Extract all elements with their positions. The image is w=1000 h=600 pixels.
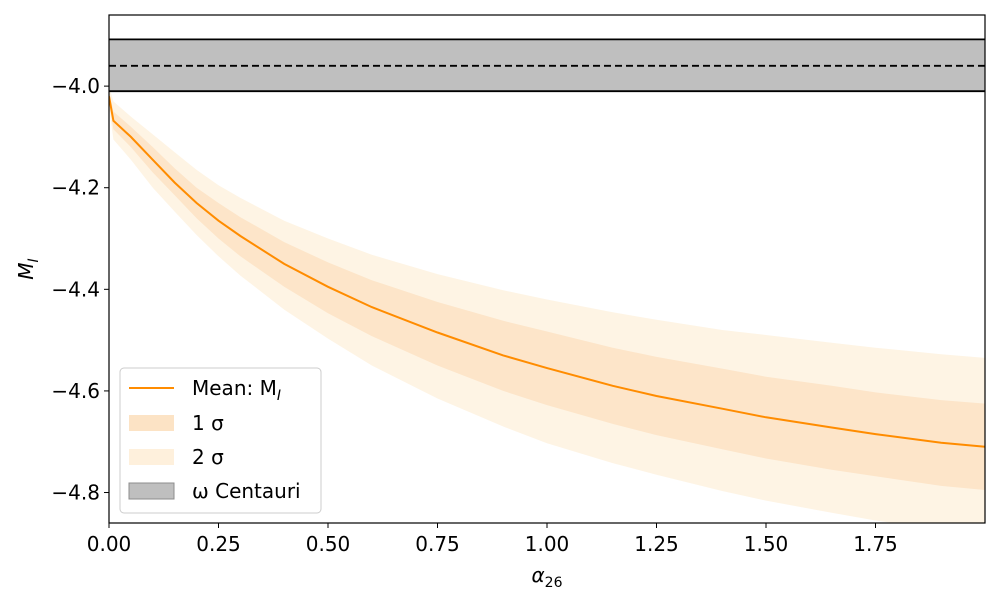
legend-frame	[119, 367, 322, 514]
y-tick-label: −4.0	[51, 74, 100, 98]
omega-band-fill	[109, 39, 985, 92]
x-tick-label: 0.50	[306, 532, 351, 556]
x-tick-label: 0.00	[87, 532, 132, 556]
y-tick-label: −4.4	[51, 277, 100, 301]
legend-label-mean-main: Mean: M	[192, 376, 277, 400]
legend-label-1sigma: 1 σ	[192, 411, 224, 435]
legend-label-mean: Mean: MI	[192, 376, 281, 404]
y-axis-label-sub: I	[26, 258, 42, 262]
y-tick-label: −4.2	[51, 176, 100, 200]
band-1sigma	[109, 91, 985, 490]
legend-label-2sigma: 2 σ	[192, 445, 224, 469]
y-tick-label: −4.8	[51, 481, 100, 505]
x-tick-label: 0.25	[196, 532, 241, 556]
legend-swatch-2sigma	[129, 449, 174, 465]
x-axis-label-sub: 26	[545, 575, 563, 591]
x-tick-label: 1.25	[634, 532, 679, 556]
legend-swatch-omega	[128, 482, 175, 500]
x-tick-label: 0.75	[415, 532, 460, 556]
legend-swatch-1sigma	[129, 415, 174, 431]
x-tick-label: 1.00	[525, 532, 570, 556]
y-axis-label-main: M	[14, 262, 38, 279]
x-axis-label-main: α	[531, 563, 544, 587]
y-tick-label: −4.6	[51, 379, 100, 403]
x-axis-label: α26	[531, 563, 562, 591]
x-axis: 0.00 0.25 0.50 0.75 1.00 1.25 1.50 1.75	[87, 523, 898, 556]
y-axis-label: MI	[14, 258, 42, 279]
x-tick-label: 1.50	[744, 532, 789, 556]
omega-centauri-band	[109, 38, 985, 93]
x-tick-label: 1.75	[853, 532, 898, 556]
bands-layer	[109, 86, 985, 523]
legend-label-mean-sub: I	[277, 388, 281, 404]
legend-label-omega: ω Centauri	[192, 479, 301, 503]
legend: Mean: MI 1 σ 2 σ ω Centauri	[119, 367, 322, 514]
mean-line	[109, 96, 985, 448]
lines-layer	[109, 96, 985, 448]
y-axis: −4.0 −4.2 −4.4 −4.6 −4.8	[51, 74, 109, 505]
